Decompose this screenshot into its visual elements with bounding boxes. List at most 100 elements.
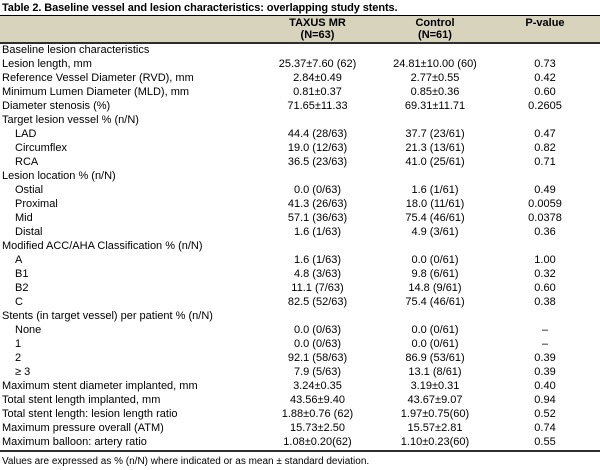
- control-value: 0.0 (0/61): [411, 337, 459, 350]
- table-row: RCA 36.5 (23/63) 41.0 (25/61) 0.71: [0, 156, 600, 170]
- p-value: [490, 114, 600, 128]
- p-value: 0.0059: [528, 197, 562, 210]
- table-row: 1 0.0 (0/63) 0.0 (0/61) –: [0, 338, 600, 352]
- p-value: 0.49: [534, 183, 556, 196]
- taxus-mr-value: 43.56±9.40: [290, 393, 345, 406]
- header-characteristic: [0, 15, 255, 44]
- taxus-mr-value: 4.8 (3/63): [293, 267, 342, 280]
- table-row: Proximal 41.3 (26/63) 18.0 (11/61) 0.0059: [0, 198, 600, 212]
- p-value: 0.71: [534, 155, 556, 168]
- row-label: Minimum Lumen Diameter (MLD), mm: [2, 85, 190, 98]
- table-row: Maximum balloon: artery ratio 1.08±0.20(6…: [0, 436, 600, 450]
- taxus-mr-value: 7.9 (5/63): [293, 365, 342, 378]
- row-label: Total stent length implanted, mm: [2, 393, 161, 406]
- header-control: Control (N=61): [380, 15, 490, 44]
- row-label: Ostial: [15, 183, 44, 196]
- taxus-mr-value: 3.24±0.35: [293, 379, 342, 392]
- taxus-mr-value: 82.5 (52/63): [287, 295, 348, 308]
- p-value: 0.55: [534, 435, 556, 448]
- p-value: 0.39: [534, 365, 556, 378]
- row-label: LAD: [15, 127, 37, 140]
- p-value: 1.00: [534, 253, 556, 266]
- table-row: Distal 1.6 (1/63) 4.9 (3/61) 0.36: [0, 226, 600, 240]
- p-value: 0.39: [534, 351, 556, 364]
- control-value: 43.67±9.07: [407, 393, 463, 406]
- p-value: [490, 240, 600, 254]
- header-taxus-mr: TAXUS MR (N=63): [255, 15, 380, 44]
- control-value: 0.0 (0/61): [411, 253, 459, 266]
- control-value: [380, 114, 490, 128]
- control-value: [380, 170, 490, 184]
- taxus-mr-value: [255, 240, 380, 254]
- taxus-mr-value: 71.65±11.33: [287, 99, 348, 112]
- table-row: Diameter stenosis (%) 71.65±11.33 69.31±11…: [0, 100, 600, 114]
- control-value: 14.8 (9/61): [408, 281, 462, 294]
- taxus-mr-value: 36.5 (23/63): [287, 155, 348, 168]
- control-value: 75.4 (46/61): [405, 211, 465, 224]
- table-header: TAXUS MR (N=63) Control (N=61) P-value: [0, 15, 600, 44]
- header-p-value: P-value: [490, 15, 600, 44]
- row-label: Baseline lesion characteristics: [2, 44, 150, 56]
- p-value: 0.94: [534, 393, 556, 406]
- table-row: Maximum pressure overall (ATM) 15.73±2.50…: [0, 422, 600, 436]
- control-value: [380, 43, 490, 58]
- row-label: Maximum pressure overall (ATM): [2, 421, 164, 434]
- control-value: 1.10±0.23(60): [400, 435, 470, 448]
- table-row: Minimum Lumen Diameter (MLD), mm 0.81±0.3…: [0, 86, 600, 100]
- row-label: Stents (in target vessel) per patient % …: [2, 309, 213, 322]
- taxus-mr-value: [255, 310, 380, 324]
- row-label: A: [15, 253, 23, 266]
- taxus-mr-value: 15.73±2.50: [290, 421, 345, 434]
- row-label: Lesion length, mm: [2, 57, 92, 70]
- table-footnote: Values are expressed as % (n/N) where in…: [2, 455, 370, 467]
- row-label: RCA: [15, 155, 39, 168]
- table-row: Ostial 0.0 (0/63) 1.6 (1/61) 0.49: [0, 184, 600, 198]
- row-label: Proximal: [15, 197, 58, 210]
- row-label: 1: [15, 337, 22, 350]
- p-value: [490, 170, 600, 184]
- row-label: ≥ 3: [15, 365, 31, 378]
- row-label: Total stent length: lesion length ratio: [2, 407, 178, 420]
- p-value: 0.42: [534, 71, 556, 84]
- control-value: 69.31±11.71: [404, 99, 466, 112]
- p-value: 0.40: [534, 379, 556, 392]
- taxus-mr-value: 0.0 (0/63): [293, 337, 342, 350]
- table-row: Baseline lesion characteristics: [0, 43, 600, 58]
- taxus-mr-value: 1.6 (1/63): [293, 225, 342, 238]
- taxus-mr-value: 1.08±0.20(62): [283, 435, 352, 448]
- p-value: 0.60: [534, 281, 556, 294]
- row-label: None: [15, 323, 42, 336]
- table-row: Total stent length implanted, mm 43.56±9.…: [0, 394, 600, 408]
- p-value: 0.32: [534, 267, 556, 280]
- taxus-mr-value: 1.6 (1/63): [293, 253, 342, 266]
- taxus-mr-value: 0.81±0.37: [293, 85, 342, 98]
- table-row: Mid 57.1 (36/63) 75.4 (46/61) 0.0378: [0, 212, 600, 226]
- control-value: 1.97±0.75(60): [400, 407, 470, 420]
- header-line1: TAXUS MR: [289, 17, 346, 29]
- row-label: Target lesion vessel % (n/N): [2, 113, 139, 126]
- table-row: Reference Vessel Diameter (RVD), mm 2.84±…: [0, 72, 600, 86]
- baseline-characteristics-table-wrap: TAXUS MR (N=63) Control (N=61) P-value B…: [0, 15, 600, 452]
- header-line1: P-value: [525, 17, 565, 29]
- taxus-mr-value: [255, 43, 380, 58]
- row-label: Maximum stent diameter implanted, mm: [2, 379, 198, 392]
- p-value: 0.60: [534, 85, 556, 98]
- table-row: ≥ 3 7.9 (5/63) 13.1 (8/61) 0.39: [0, 366, 600, 380]
- header-line2: (N=63): [300, 29, 335, 41]
- table-row: Lesion location % (n/N): [0, 170, 600, 184]
- taxus-mr-value: 2.84±0.49: [293, 71, 342, 84]
- control-value: 3.19±0.31: [410, 379, 460, 392]
- header-row: TAXUS MR (N=63) Control (N=61) P-value: [0, 15, 600, 44]
- taxus-mr-value: [255, 114, 380, 128]
- table-row: Total stent length: lesion length ratio 1…: [0, 408, 600, 422]
- control-value: [380, 310, 490, 324]
- taxus-mr-value: 57.1 (36/63): [287, 211, 348, 224]
- p-value: 0.73: [534, 57, 556, 70]
- control-value: 37.7 (23/61): [405, 127, 465, 140]
- taxus-mr-value: 0.0 (0/63): [293, 183, 342, 196]
- row-label: Modified ACC/AHA Classification % (n/N): [2, 239, 203, 252]
- p-value: 0.2605: [528, 99, 562, 112]
- table-title: Table 2. Baseline vessel and lesion char…: [2, 2, 398, 14]
- taxus-mr-value: 0.0 (0/63): [293, 323, 342, 336]
